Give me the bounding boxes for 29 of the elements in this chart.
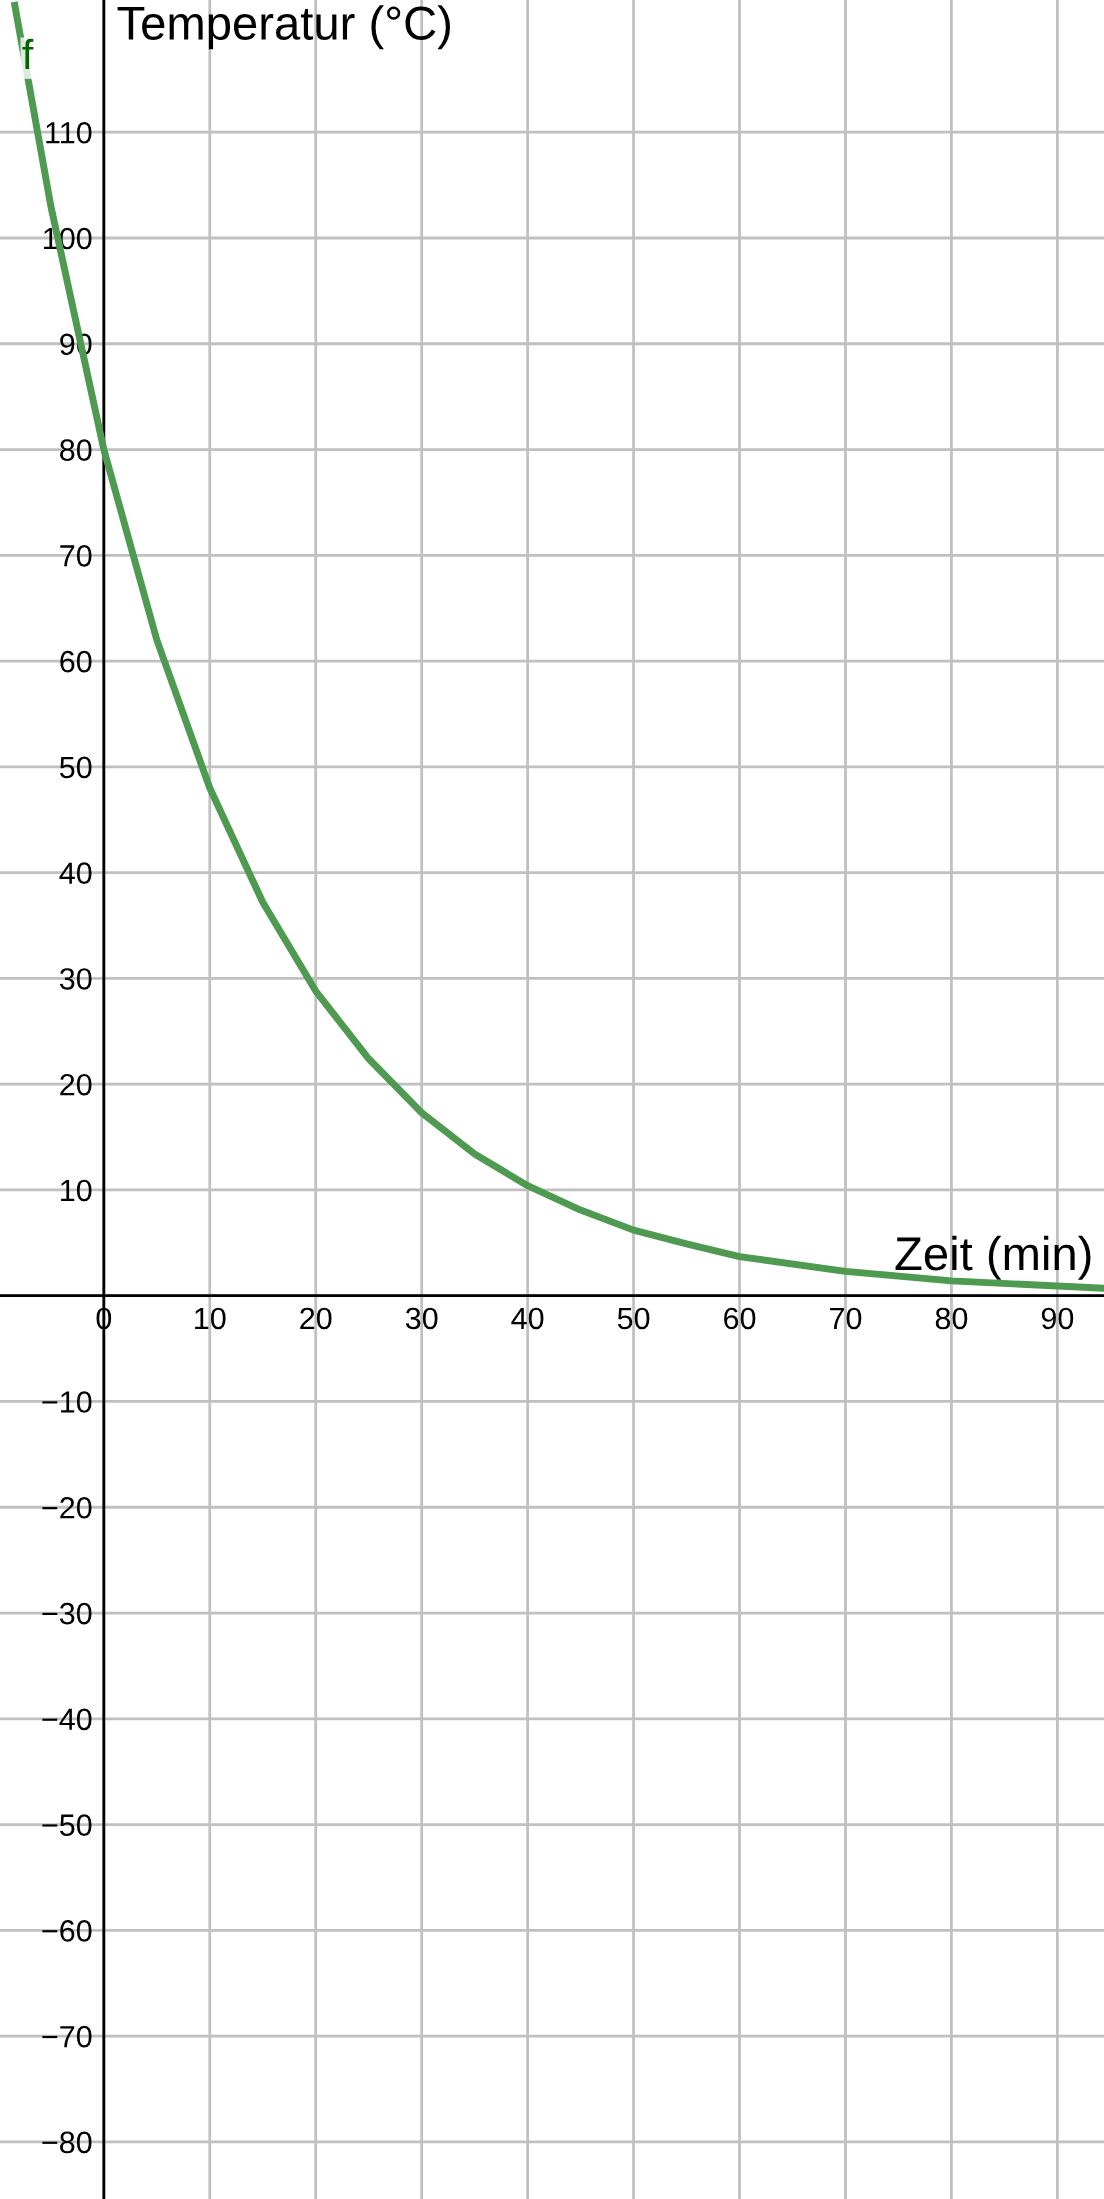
x-tick-label: 50 — [617, 1307, 650, 1330]
x-tick-label: 30 — [405, 1307, 438, 1330]
y-axis-title: Temperatur (°C) — [117, 5, 450, 50]
y-tick-label: 60 — [60, 650, 92, 673]
y-tick-label: −70 — [42, 2025, 92, 2048]
y-tick-label: −50 — [42, 1814, 92, 1836]
y-tick-label: −20 — [42, 1496, 92, 1519]
y-tick-label: −40 — [42, 1708, 92, 1731]
y-tick-label: −30 — [42, 1602, 92, 1625]
y-tick-label: 10 — [61, 1179, 92, 1202]
y-tick-label: 50 — [59, 756, 92, 779]
x-tick-label: 40 — [511, 1307, 544, 1330]
y-tick-label: 40 — [59, 862, 92, 884]
x-tick-label: 20 — [300, 1307, 332, 1330]
y-tick-label: 80 — [60, 439, 92, 461]
annotation: f — [22, 38, 34, 69]
x-tick-label: 10 — [195, 1307, 226, 1330]
x-tick-label: 60 — [724, 1307, 756, 1330]
y-tick-label: −10 — [42, 1391, 92, 1413]
y-tick-label: −60 — [42, 1920, 92, 1942]
y-tick-label: 70 — [60, 545, 92, 567]
y-tick-label: 110 — [46, 121, 92, 144]
x-tick-label: 70 — [830, 1307, 862, 1330]
y-tick-label: 20 — [60, 1073, 92, 1096]
y-tick-label: −80 — [42, 2131, 92, 2154]
x-tick-label: 90 — [1041, 1307, 1074, 1330]
y-tick-label: 30 — [59, 968, 92, 990]
x-tick-label: 80 — [935, 1307, 968, 1330]
x-axis-title: Zeit (min) — [895, 1235, 1091, 1280]
